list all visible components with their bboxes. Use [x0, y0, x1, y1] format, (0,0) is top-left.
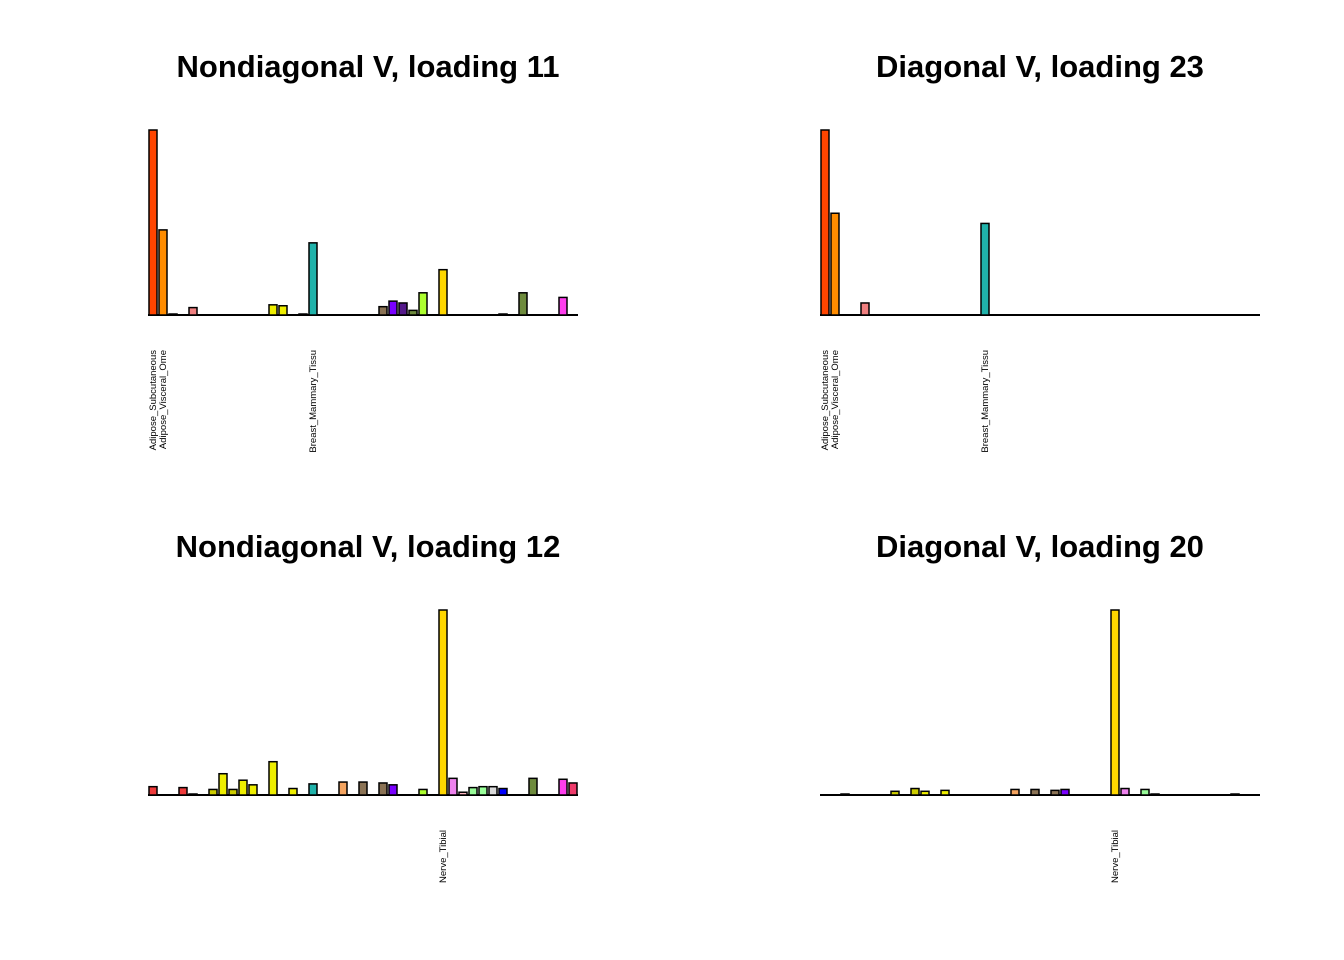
bar	[920, 790, 930, 796]
bar	[288, 787, 298, 796]
bar	[378, 305, 388, 316]
bar	[268, 760, 278, 796]
bar	[308, 783, 318, 796]
bar	[840, 793, 850, 796]
bar	[1030, 788, 1040, 796]
bar	[890, 790, 900, 796]
bar	[218, 772, 228, 796]
x-tick-label: Adipose_Subcutaneous	[148, 350, 159, 451]
panel-nondiagonal-loading-11: Nondiagonal V, loading 11 Adipose_Subcut…	[148, 49, 578, 453]
bar	[980, 222, 990, 316]
bar	[248, 784, 258, 796]
x-tick-label: Breast_Mammary_Tissu	[980, 350, 991, 453]
bar	[1050, 789, 1060, 796]
bar	[438, 268, 448, 316]
bar	[418, 788, 428, 796]
bar	[298, 313, 308, 316]
x-tick-label: Adipose_Subcutaneous	[820, 350, 831, 451]
x-tick-label: Breast_Mammary_Tissu	[308, 350, 319, 453]
bar	[308, 242, 318, 316]
bar	[1140, 788, 1150, 796]
chart-title: Nondiagonal V, loading 12	[176, 529, 561, 564]
bar	[188, 306, 198, 316]
bar	[238, 779, 248, 796]
bar	[188, 793, 198, 796]
bar	[1010, 788, 1020, 796]
x-tick-label: Adipose_Visceral_Ome	[158, 350, 169, 449]
bar	[178, 786, 188, 796]
bar	[820, 129, 830, 316]
bar	[168, 313, 178, 316]
bar	[468, 786, 478, 796]
panel-nondiagonal-loading-12: Nondiagonal V, loading 12 Nerve_Tibial	[148, 529, 578, 883]
panel-diagonal-loading-23: Diagonal V, loading 23 Adipose_Subcutane…	[820, 49, 1260, 453]
bar	[498, 787, 508, 796]
bar	[208, 788, 218, 796]
bar	[358, 781, 368, 796]
bar	[388, 300, 398, 316]
bar	[458, 791, 468, 796]
bar	[1120, 787, 1130, 796]
bar	[398, 302, 408, 316]
bar	[418, 292, 428, 316]
bar	[278, 305, 288, 316]
bar	[498, 313, 508, 316]
bar	[448, 777, 458, 796]
x-tick-label: Nerve_Tibial	[438, 830, 449, 883]
chart-title: Nondiagonal V, loading 11	[177, 49, 560, 84]
bar	[558, 778, 568, 796]
bar	[830, 212, 840, 316]
bar	[860, 302, 870, 316]
chart-title: Diagonal V, loading 20	[876, 529, 1204, 564]
bar	[148, 785, 158, 796]
bar	[1110, 609, 1120, 796]
bar	[478, 785, 488, 796]
chart-title: Diagonal V, loading 23	[876, 49, 1204, 84]
bar	[1230, 793, 1240, 796]
bar	[518, 292, 528, 316]
bar	[408, 309, 418, 316]
x-tick-label: Nerve_Tibial	[1110, 830, 1121, 883]
bar	[558, 296, 568, 316]
bar	[528, 777, 538, 796]
x-tick-label: Adipose_Visceral_Ome	[830, 350, 841, 449]
bar	[228, 788, 238, 796]
bar	[438, 609, 448, 796]
bar	[158, 229, 168, 316]
bar	[940, 789, 950, 796]
bar	[568, 782, 578, 796]
bar	[1060, 788, 1070, 796]
bar	[378, 782, 388, 796]
bar	[910, 787, 920, 796]
bar	[268, 304, 278, 316]
bar	[388, 784, 398, 796]
bar	[338, 781, 348, 796]
bar	[488, 785, 498, 796]
bar	[148, 129, 158, 316]
panel-diagonal-loading-20: Diagonal V, loading 20 Nerve_Tibial	[820, 529, 1260, 883]
bar	[1150, 793, 1160, 796]
